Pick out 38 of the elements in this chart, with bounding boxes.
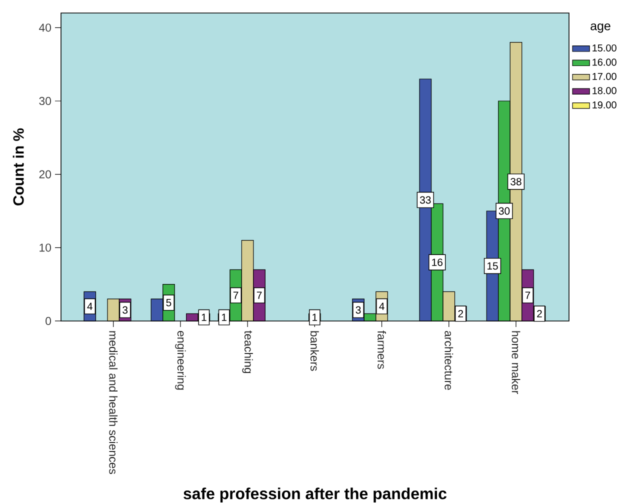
y-tick-label: 20 — [39, 170, 52, 178]
data-label: 4 — [87, 302, 92, 310]
data-label: 4 — [379, 302, 384, 310]
data-label: 7 — [256, 292, 262, 299]
y-tick-label: 0 — [46, 316, 52, 326]
data-label: 33 — [420, 196, 431, 204]
x-tick-label: architecture — [444, 330, 454, 390]
legend-label: 15.00 — [592, 44, 616, 52]
legend-label: 19.00 — [592, 101, 616, 108]
y-tick-label: 30 — [39, 96, 52, 106]
x-tick-label: home maker — [512, 331, 520, 394]
x-tick-label: medical and health sciences — [109, 331, 118, 474]
x-tick-label: teaching — [242, 330, 253, 374]
data-label: 7 — [233, 292, 238, 299]
legend-title: age — [590, 23, 610, 33]
data-label: 7 — [525, 292, 530, 299]
x-tick-label: bankers — [310, 331, 319, 371]
data-label: 2 — [458, 310, 463, 318]
data-label: 1 — [312, 314, 318, 321]
legend-label: 18.00 — [592, 87, 616, 94]
data-label: 38 — [510, 178, 522, 186]
data-label: 1 — [222, 314, 226, 321]
x-axis-title: safe profession after the pandemic — [184, 488, 446, 502]
x-tick-label: engineering — [175, 330, 186, 390]
legend-label: 17.00 — [592, 72, 616, 80]
x-tick-label: farmers — [378, 330, 386, 369]
data-label: 3 — [356, 306, 361, 314]
y-tick-label: 10 — [40, 244, 52, 252]
data-label: 30 — [498, 207, 510, 215]
legend-label: 16.00 — [592, 58, 616, 66]
y-tick-label: 40 — [39, 24, 52, 32]
data-label: 15 — [487, 262, 498, 270]
data-label: 2 — [537, 310, 542, 318]
data-label: 1 — [202, 314, 206, 321]
y-axis-title: Count in % — [12, 128, 24, 206]
data-label: 5 — [166, 299, 172, 306]
data-label: 3 — [122, 306, 128, 314]
data-label: 16 — [432, 258, 442, 266]
